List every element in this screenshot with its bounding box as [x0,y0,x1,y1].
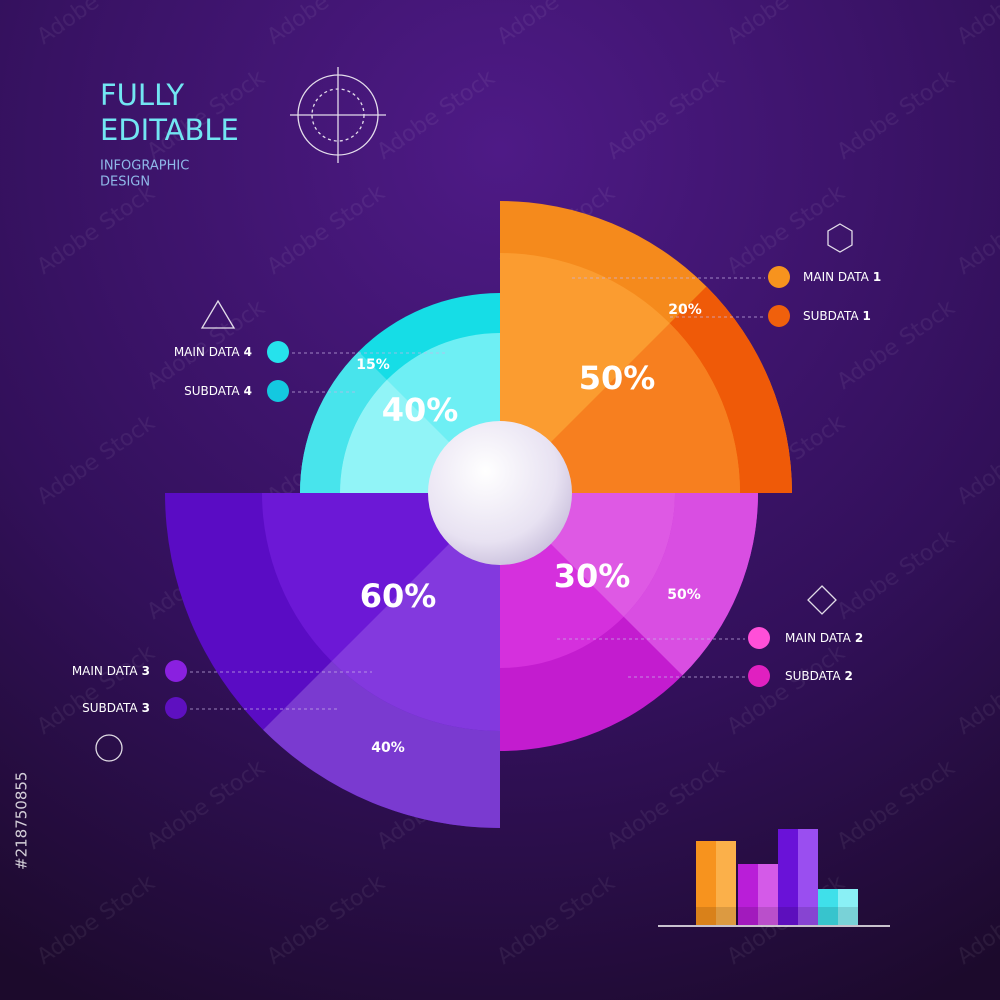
pie-subslice [300,351,387,493]
legend-dot [165,697,187,719]
legend-label-text: MAIN DATA [174,345,241,359]
legend-label-text: MAIN DATA [72,664,139,678]
hub [428,421,572,565]
main-percent: 50% [579,359,656,397]
legend-label: SUBDATA 3 [82,701,150,715]
legend-dot [748,665,770,687]
main-percent: 40% [382,391,459,429]
legend-number: 1 [873,270,881,284]
subtitle-line: DESIGN [100,175,150,190]
legend-label: MAIN DATA 2 [785,631,863,645]
legend-dot [165,660,187,682]
sub-percent: 50% [667,587,701,603]
hexagon-icon [827,223,853,253]
pie-subslice [623,493,758,676]
legend-dot [267,341,289,363]
legend-label-text: MAIN DATA [785,631,852,645]
pie-subslice-inner [500,323,740,493]
main-percent: 30% [554,557,631,595]
legend-number: 4 [244,345,252,359]
legend-dot [768,266,790,288]
labels: 50%20%30% 50%60%40%40%15%MAIN DATA 1SUBDAT… [72,266,881,756]
legend-label: MAIN DATA 4 [174,345,252,359]
legend-label-text: SUBDATA [785,669,841,683]
circle-icon [95,734,123,762]
stock-id: #218750855 [13,772,31,870]
legend-label: SUBDATA 1 [803,309,871,323]
triangle-icon [200,299,236,329]
legend-label-text: SUBDATA [803,309,859,323]
legend-label-text: MAIN DATA [803,270,870,284]
pie-subslice [669,286,793,493]
legend-number: 2 [845,669,853,683]
legend-dot [748,627,770,649]
sub-percent: 40% [371,740,405,756]
crosshair-icon [290,67,386,163]
main-percent: 60% [360,577,437,615]
legend-dot [768,305,790,327]
pie-subslice [263,661,500,828]
diamond-icon [807,585,837,615]
legend-label: MAIN DATA 3 [72,664,150,678]
legend-number: 3 [142,701,150,715]
legend-number: 3 [142,664,150,678]
subtitle-line: INFOGRAPHIC [100,159,189,174]
legend-label: SUBDATA 4 [184,384,252,398]
legend-number: 1 [863,309,871,323]
sub-percent: 20% [668,302,702,318]
bar-icon [658,829,890,927]
legend-dot [267,380,289,402]
legend-number: 4 [244,384,252,398]
title-line: FULLY [100,78,184,112]
legend-label: MAIN DATA 1 [803,270,881,284]
legend-number: 2 [855,631,863,645]
sub-percent: 15% [356,357,390,373]
pie-subslice-inner [331,493,500,731]
legend-label-text: SUBDATA [82,701,138,715]
title-line: EDITABLE [100,113,239,147]
legend-label-text: SUBDATA [184,384,240,398]
legend-label: SUBDATA 2 [785,669,853,683]
